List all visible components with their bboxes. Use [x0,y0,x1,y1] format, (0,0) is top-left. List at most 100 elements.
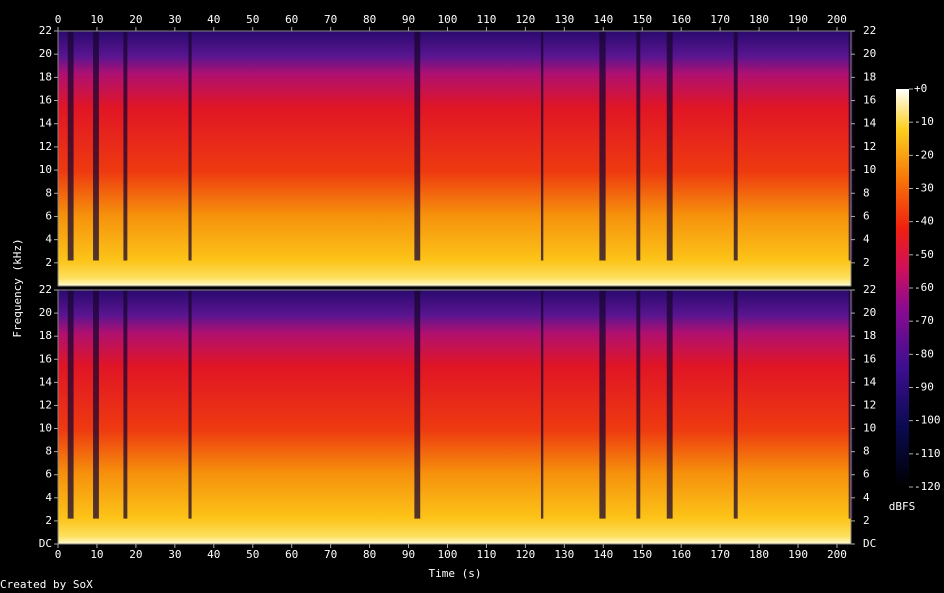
quiet-gap [414,290,421,519]
y-tick-label: 22 [863,24,876,37]
quiet-gap [666,31,673,261]
x-tick-label: 160 [671,548,691,561]
y-tick-label: 4 [45,491,52,504]
x-tick-label: 70 [324,13,337,26]
y-tick-label: DC [863,537,876,550]
x-tick-label: 120 [515,548,535,561]
quiet-gap [123,31,128,261]
quiet-gap [67,290,74,519]
y-tick-label: 10 [39,163,52,176]
quiet-gap [540,290,544,519]
colorbar-tick-label: -80 [914,347,934,360]
y-tick-label: 18 [863,329,876,342]
x-tick-label: 150 [632,548,652,561]
x-tick-label: 200 [827,13,847,26]
quiet-gap [599,290,606,519]
spectrogram-channel [58,31,851,286]
y-tick-label: 4 [863,491,870,504]
y-tick-label: 22 [39,283,52,296]
y-tick-label: 10 [863,422,876,435]
quiet-gap [733,31,738,261]
y-tick-label: 20 [39,306,52,319]
colorbar-tick-label: -10 [914,115,934,128]
quiet-gap [67,31,74,261]
x-tick-label: 170 [710,13,730,26]
x-tick-label: 90 [402,548,415,561]
x-tick-label: 100 [438,548,458,561]
y-tick-label: 18 [39,70,52,83]
footer: Created by SoX [0,578,93,591]
y-tick-label: 8 [45,445,52,458]
quiet-gap [188,290,192,519]
x-tick-label: 200 [827,548,847,561]
colorbar-tick-label: +0 [914,82,927,95]
x-tick-label: 110 [477,548,497,561]
x-tick-label: 30 [168,548,181,561]
x-tick-label: 50 [246,13,259,26]
y-tick-label: 16 [39,94,52,107]
colorbar-tick-label: -110 [914,447,941,460]
y-tick-label: 20 [39,47,52,60]
x-tick-label: 130 [554,13,574,26]
x-tick-label: 130 [554,548,574,561]
colorbar-label: dBFS [889,500,916,513]
y-tick-label: 2 [45,256,52,269]
y-tick-label: 14 [863,375,877,388]
y-tick-label: 12 [39,398,52,411]
x-tick-label: 110 [477,13,497,26]
quiet-gap [540,31,544,261]
x-tick-label: 190 [788,13,808,26]
x-tick-label: 10 [90,548,103,561]
colorbar-tick-label: -50 [914,248,934,261]
y-tick-label: 18 [39,329,52,342]
quiet-gap [636,31,641,261]
spectrogram-channel [58,290,851,544]
colorbar-tick-label: -70 [914,314,934,327]
quiet-gap [636,290,641,519]
y-tick-label: 16 [863,352,876,365]
y-tick-label: 6 [45,209,52,222]
y-tick-label: 8 [45,186,52,199]
x-tick-label: 170 [710,548,730,561]
x-tick-label: 80 [363,13,376,26]
y-tick-label: 4 [863,233,870,246]
x-tick-label: 20 [129,548,142,561]
y-tick-label: 4 [45,233,52,246]
plot-frame [57,289,852,545]
colorbar-tick-label: -60 [914,281,934,294]
y-tick-label: 12 [39,140,52,153]
x-tick-label: 150 [632,13,652,26]
x-tick-label: 50 [246,548,259,561]
y-tick-label: 18 [863,70,876,83]
x-tick-label: 60 [285,13,298,26]
y-tick-label: 22 [863,283,876,296]
x-tick-label: 100 [438,13,458,26]
x-tick-label: 90 [402,13,415,26]
quiet-gap [93,31,99,261]
x-tick-label: 30 [168,13,181,26]
y-tick-label: 6 [45,468,52,481]
quiet-gap [733,290,738,519]
quiet-gap [93,290,99,519]
y-tick-label: 14 [39,117,53,130]
y-tick-label: 6 [863,209,870,222]
colorbar-tick-label: -20 [914,148,934,161]
x-tick-label: 140 [593,548,613,561]
y-tick-label: 12 [863,140,876,153]
y-tick-label: 14 [863,117,877,130]
y-tick-label: 16 [863,94,876,107]
colorbar-tick-label: -120 [914,480,941,493]
x-tick-label: 10 [90,13,103,26]
x-tick-label: 140 [593,13,613,26]
colorbar [896,89,909,487]
x-tick-label: 70 [324,548,337,561]
quiet-gap [188,31,192,261]
quiet-gap [599,31,606,261]
x-axis-label: Time (s) [429,567,482,580]
y-tick-label: 20 [863,47,876,60]
quiet-gap [414,31,421,261]
y-tick-label: 12 [863,398,876,411]
y-tick-label: 8 [863,445,870,458]
plot-frame [57,30,852,287]
